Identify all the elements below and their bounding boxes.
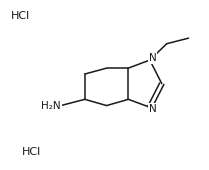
Text: HCl: HCl xyxy=(22,147,41,157)
Text: N: N xyxy=(149,53,156,63)
Text: HCl: HCl xyxy=(11,11,30,21)
Text: H₂N: H₂N xyxy=(41,101,61,111)
Text: N: N xyxy=(149,104,156,114)
